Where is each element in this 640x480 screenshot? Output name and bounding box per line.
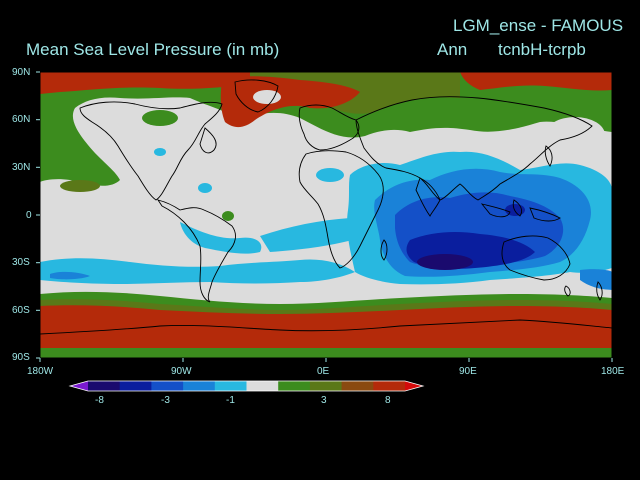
colorbar-max-cap	[405, 381, 423, 391]
lat-label-90n: 90N	[12, 67, 31, 78]
colorbar-label-3: 3	[321, 395, 327, 406]
colorbar-swatch	[278, 381, 311, 391]
lat-label-60s: 60S	[12, 305, 30, 316]
colorbar	[68, 380, 425, 392]
colorbar-swatch	[151, 381, 184, 391]
pressure-field	[40, 72, 612, 358]
colorbar-swatch	[341, 381, 374, 391]
colorbar-label-minus8: -8	[95, 395, 104, 406]
lon-label-0e: 0E	[317, 366, 330, 377]
colorbar-label-minus3: -3	[161, 395, 170, 406]
axis-ticks	[36, 71, 613, 362]
averaging-period: Ann	[437, 40, 468, 59]
colorbar-outline	[68, 380, 425, 392]
colorbar-swatch	[214, 381, 247, 391]
colorbar-min-cap	[70, 381, 88, 391]
colorbar-swatch	[246, 381, 279, 391]
colorbar-swatch	[373, 381, 406, 391]
lat-label-30n: 30N	[12, 162, 31, 173]
colorbar-label-8: 8	[385, 395, 391, 406]
lon-label-180e: 180E	[601, 366, 625, 377]
colorbar-swatch	[309, 381, 343, 391]
lat-label-60n: 60N	[12, 114, 31, 125]
lat-label-30s: 30S	[12, 257, 30, 268]
lat-label-90s: 90S	[12, 352, 30, 363]
plot-title: Mean Sea Level Pressure (in mb)	[26, 40, 280, 59]
colorbar-swatch	[119, 381, 152, 391]
lon-label-90w: 90W	[171, 366, 192, 377]
coastlines	[40, 79, 612, 335]
lon-label-180w: 180W	[27, 366, 54, 377]
colorbar-swatch	[88, 381, 121, 391]
lon-label-90e: 90E	[459, 366, 477, 377]
colorbar-swatch	[183, 381, 216, 391]
model-name: LGM_ense - FAMOUS	[453, 16, 624, 35]
colorbar-label-minus1: -1	[226, 395, 235, 406]
lat-label-0: 0	[26, 210, 32, 221]
experiment-id: tcnbH-tcrpb	[498, 40, 586, 59]
